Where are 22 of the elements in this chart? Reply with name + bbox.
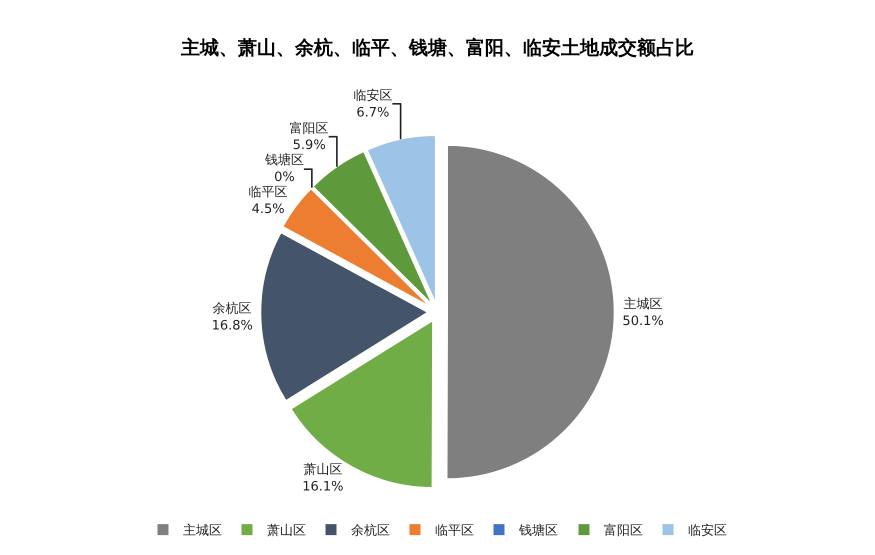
slice-label: 主城区 (624, 296, 663, 312)
slice-label: 萧山区 (303, 462, 342, 478)
data-label: 4.5% (252, 202, 285, 217)
legend-label: 萧山区 (267, 524, 306, 539)
chart-title: 主城、萧山、余杭、临平、钱塘、富阳、临安土地成交额占比 (180, 36, 694, 59)
legend-label: 余杭区 (351, 524, 390, 539)
category-label: 钱塘区 (264, 153, 304, 168)
slice-label: 余杭区 (212, 301, 252, 316)
legend-label: 临平区 (435, 524, 474, 539)
data-label: 16.1% (302, 480, 344, 495)
legend-label: 主城区 (183, 522, 222, 539)
slice-label: 富阳区 (290, 120, 329, 136)
legend-label: 临安区 (688, 522, 727, 539)
data-label: 50.1% (622, 314, 664, 329)
legend-label: 钱塘区 (518, 524, 558, 539)
data-label: 5.9% (292, 138, 326, 154)
data-label: 16.8% (212, 318, 253, 334)
slice-label: 临平区 (248, 185, 288, 200)
legend-label: 富阳区 (604, 522, 643, 539)
text: 0% (274, 170, 295, 186)
slice-label: 临安区 (353, 87, 392, 104)
data-label: 6.7% (356, 105, 390, 120)
